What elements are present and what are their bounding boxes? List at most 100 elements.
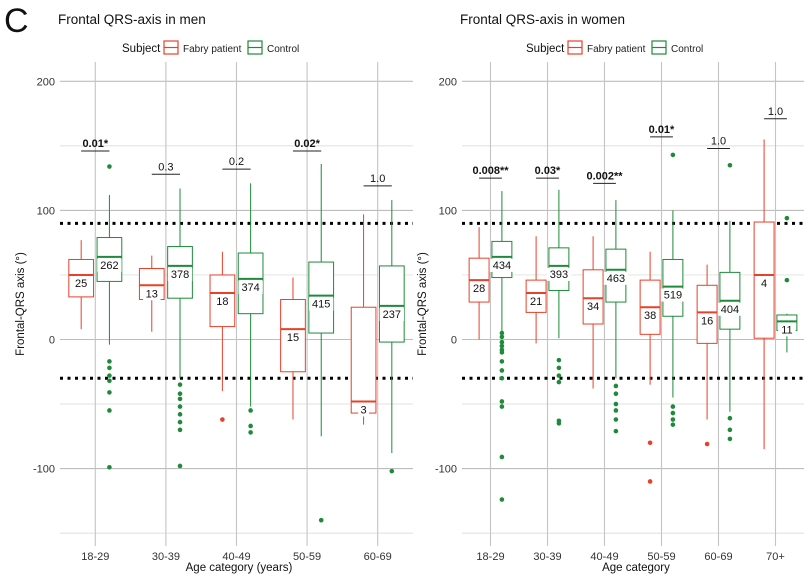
outlier-point (647, 440, 653, 446)
outlier-point (499, 368, 505, 373)
n-label-background (97, 258, 122, 272)
outlier-point (177, 463, 183, 469)
p-value-label: 0.002** (586, 170, 623, 182)
n-label: 404 (721, 304, 739, 316)
n-label: 38 (644, 310, 656, 322)
outlier-point (556, 365, 562, 371)
n-label-background (584, 300, 602, 314)
outlier-point (727, 427, 733, 433)
outlier-point (248, 423, 253, 429)
outlier-point (107, 390, 112, 395)
legend-label-fabry: Fabry patient (183, 44, 242, 55)
legend-title: Subject (122, 43, 161, 55)
outlier-point (499, 454, 505, 460)
chart-title: Frontal QRS-axis in women (460, 12, 625, 27)
n-label: 15 (287, 332, 299, 344)
y-tick-label: 100 (37, 205, 55, 217)
box-iqr (582, 269, 604, 325)
p-value-label: 1.0 (370, 173, 385, 185)
outlier-point (499, 330, 505, 336)
legend-label-control: Control (671, 44, 703, 55)
outlier-point (613, 383, 619, 389)
legend-label-fabry: Fabry patient (587, 44, 646, 55)
n-label: 18 (216, 296, 228, 308)
n-label: 378 (171, 269, 189, 281)
x-tick-label: 50-59 (293, 551, 321, 563)
outlier-point (318, 517, 324, 523)
legend-label-control: Control (267, 44, 299, 55)
outlier-point (177, 391, 183, 397)
box-fabry: 38 (639, 251, 661, 484)
boxes: 28 21 34 38 16 4 434 393 463 519 404 11 (468, 139, 798, 502)
y-axis-label: Frontal-QRS axis (°) (417, 252, 429, 356)
outlier-point (107, 373, 112, 378)
y-tick-label: 200 (37, 76, 55, 88)
n-label-background (717, 302, 743, 316)
outlier-point (613, 401, 619, 407)
n-label-background (470, 282, 488, 296)
box-control: 415 (308, 163, 335, 523)
n-label: 11 (781, 324, 792, 336)
p-value-label: 0.2 (229, 156, 244, 168)
box-fabry: 21 (525, 236, 547, 344)
y-tick-label: -100 (33, 464, 55, 476)
box-fabry: 18 (209, 251, 236, 422)
box-fabry: 15 (280, 277, 306, 420)
panel-letter: C (4, 2, 29, 40)
n-label: 237 (383, 309, 401, 321)
n-label-background (379, 307, 405, 321)
plot-background (462, 62, 804, 546)
reference-lines (462, 221, 804, 380)
n-label-background (213, 295, 232, 309)
n-label: 28 (473, 283, 485, 295)
n-label-background (309, 297, 334, 311)
outlier-point (613, 417, 619, 422)
box-fabry: 25 (68, 240, 95, 330)
outlier-point (499, 339, 505, 345)
p-value-label: 0.03* (535, 165, 561, 177)
chart-title: Frontal QRS-axis in men (58, 12, 206, 27)
box-iqr (696, 284, 718, 344)
box-fabry: 13 (138, 255, 165, 332)
outlier-point (499, 399, 505, 404)
n-label-background (641, 309, 659, 323)
n-label: 13 (146, 288, 158, 300)
outlier-point (556, 379, 562, 385)
outlier-point (704, 441, 710, 447)
p-value-label: 0.01* (649, 124, 675, 136)
outlier-point (670, 422, 676, 427)
outlier-point (107, 359, 112, 364)
box-iqr (662, 258, 684, 317)
n-label: 374 (241, 282, 259, 294)
n-label-background (660, 288, 686, 302)
box-fabry: 3 (350, 214, 377, 425)
box-control: 519 (660, 152, 686, 427)
outlier-point (107, 164, 112, 169)
n-label: 463 (607, 273, 625, 285)
n-label: 519 (664, 290, 682, 302)
x-tick-label: 40-49 (222, 551, 250, 563)
outlier-point (727, 436, 733, 442)
outlier-point (556, 421, 562, 426)
outlier-point (784, 277, 790, 283)
n-label-background (489, 258, 515, 272)
x-axis-label: Age category (years) (186, 562, 293, 574)
chart-panel-women: Frontal QRS-axis in women Subject Fabry … (417, 12, 804, 574)
x-tick-label: 18-29 (476, 551, 504, 563)
p-value-label: 0.3 (158, 161, 173, 173)
outlier-point (220, 417, 225, 422)
n-label-background (358, 403, 369, 417)
outlier-point (613, 408, 619, 413)
n-label-background (527, 295, 545, 309)
gridlines (462, 62, 804, 546)
p-value-bracket: 1.0 (363, 173, 392, 187)
p-value-annotations: 0.01* 0.3 0.2 0.02* 1.0 (81, 138, 392, 187)
x-tick-label: 30-39 (533, 551, 561, 563)
box-iqr (308, 261, 335, 334)
outlier-point (177, 412, 183, 417)
outlier-point (499, 497, 505, 502)
box-fabry: 16 (696, 264, 718, 447)
box-iqr (378, 265, 405, 343)
p-value-bracket: 0.02* (292, 138, 322, 152)
outlier-point (670, 410, 676, 416)
